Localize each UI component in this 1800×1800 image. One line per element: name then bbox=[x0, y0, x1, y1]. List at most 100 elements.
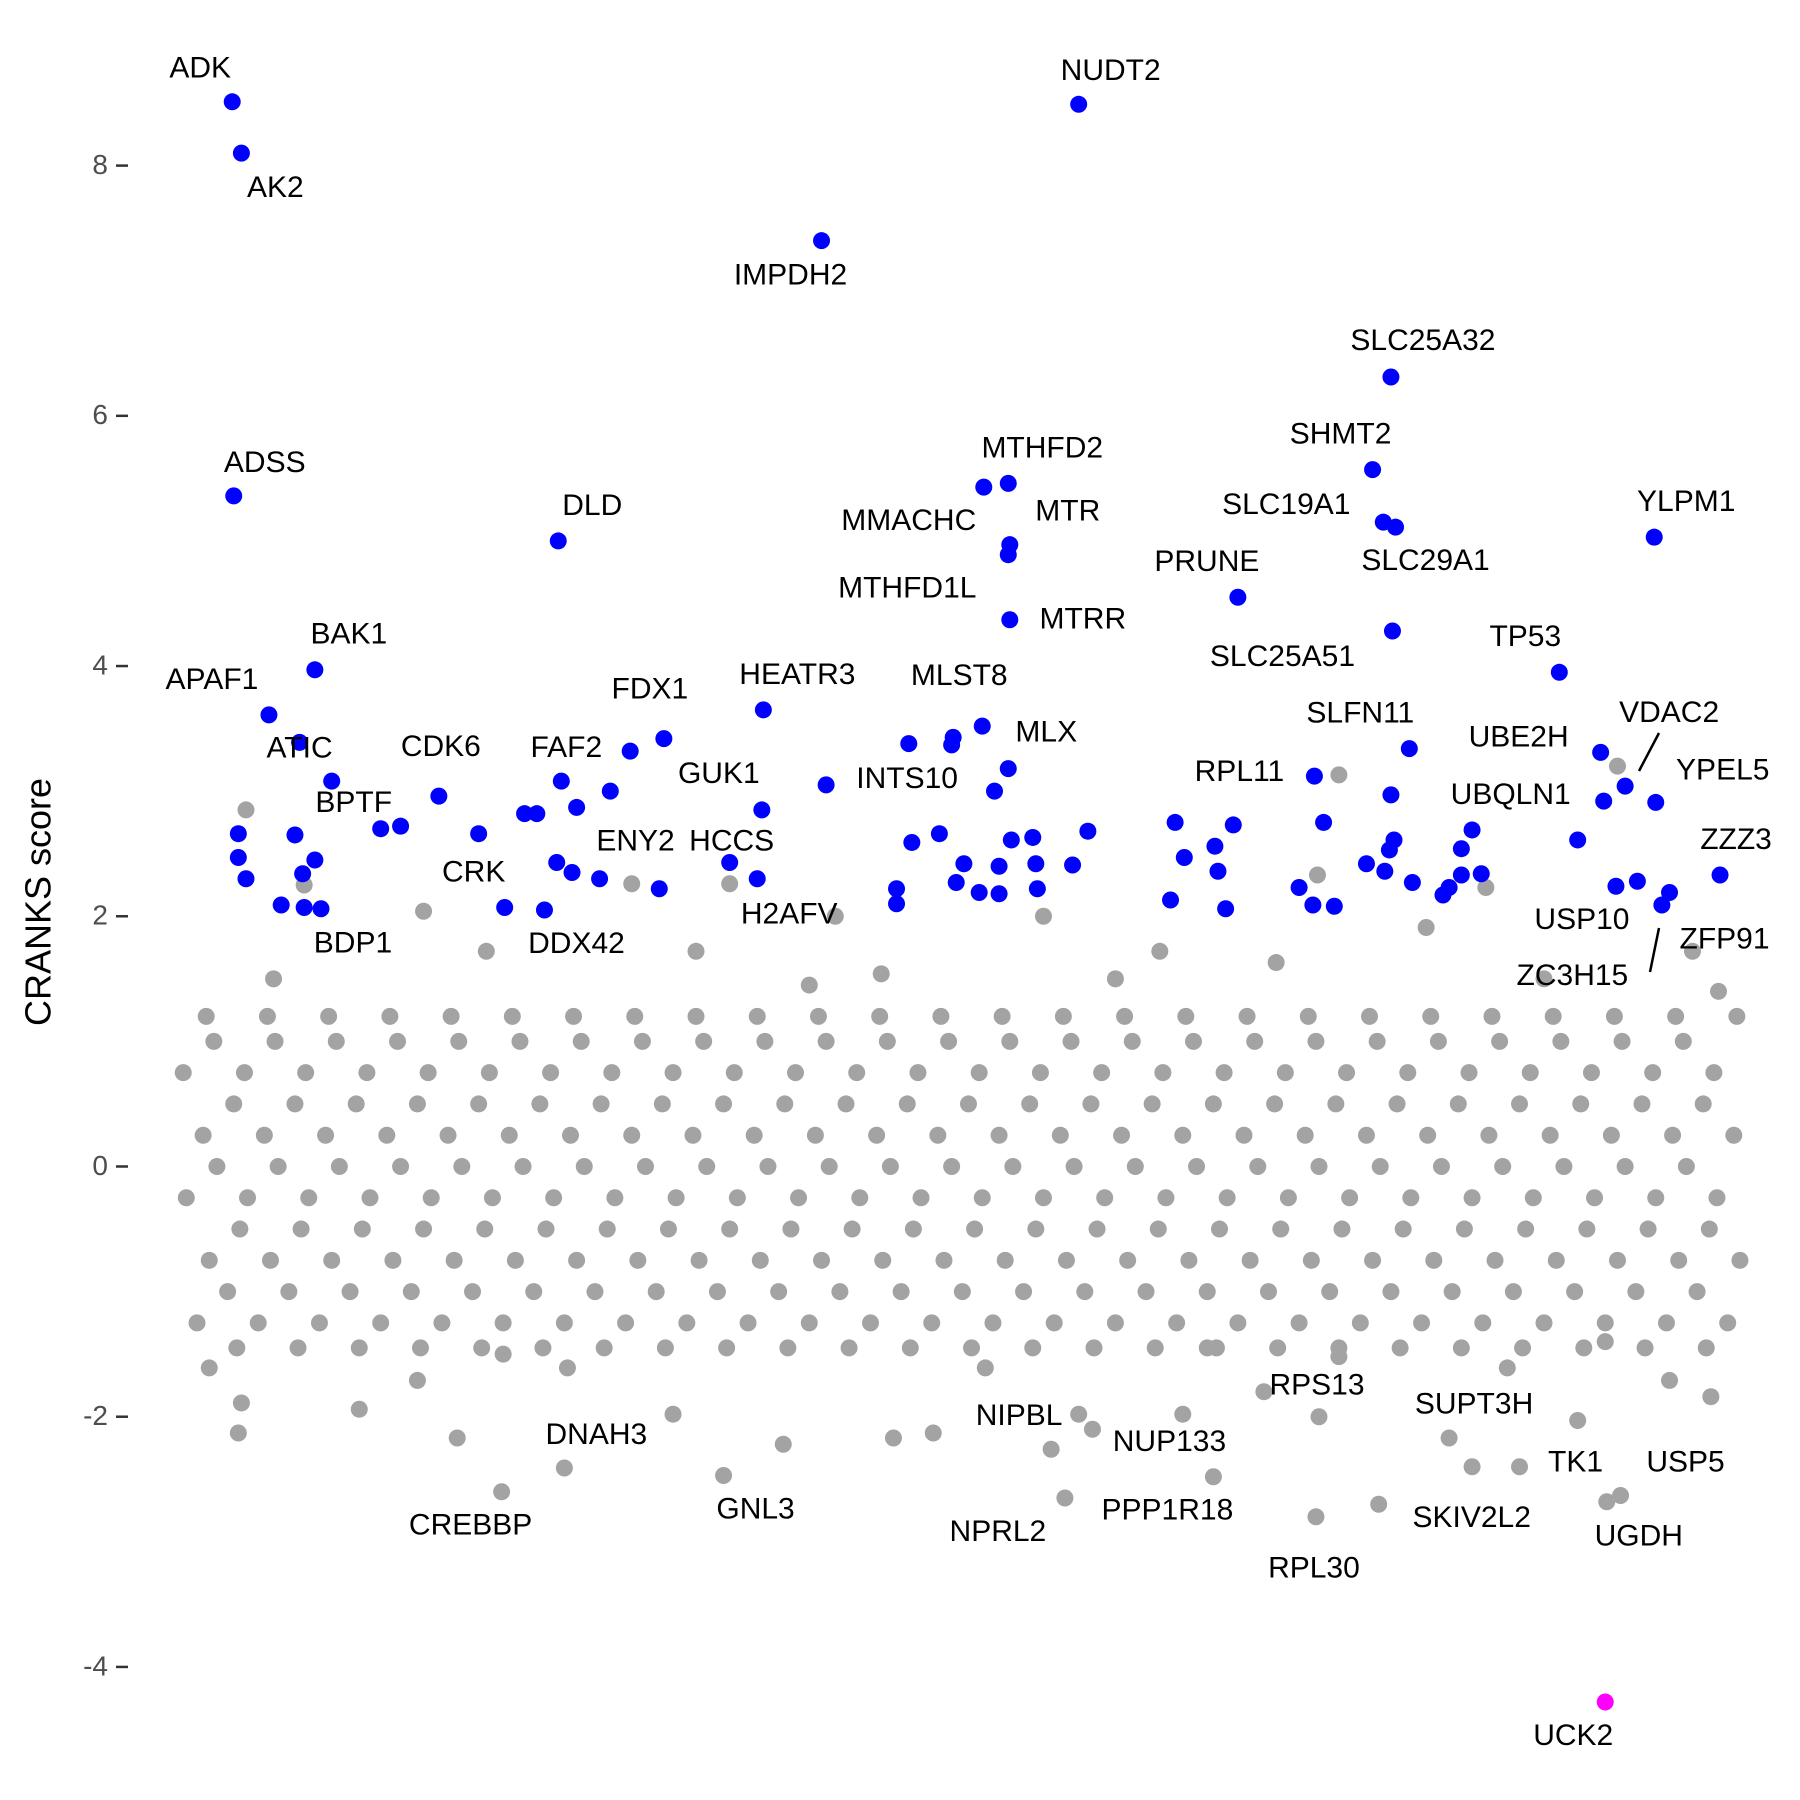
point bbox=[1486, 1251, 1504, 1269]
point bbox=[770, 1283, 788, 1301]
point bbox=[323, 1251, 341, 1269]
point bbox=[1674, 1032, 1692, 1050]
point bbox=[310, 1314, 328, 1332]
point bbox=[985, 782, 1003, 800]
point bbox=[655, 730, 673, 748]
point bbox=[408, 1095, 426, 1113]
point bbox=[255, 1126, 273, 1144]
point-label: NPRL2 bbox=[950, 1515, 1047, 1548]
point bbox=[493, 1483, 511, 1501]
point bbox=[1042, 1440, 1060, 1458]
point bbox=[548, 853, 566, 871]
point bbox=[656, 1339, 674, 1357]
point bbox=[555, 1459, 573, 1477]
point bbox=[237, 801, 255, 819]
point bbox=[621, 742, 639, 760]
point bbox=[402, 1283, 420, 1301]
point bbox=[1249, 1157, 1267, 1175]
point bbox=[1021, 1095, 1039, 1113]
point bbox=[323, 772, 341, 790]
point-label: PRUNE bbox=[1154, 545, 1259, 578]
point bbox=[1034, 1189, 1052, 1207]
point bbox=[503, 1007, 521, 1025]
point bbox=[237, 870, 255, 888]
point bbox=[1206, 837, 1224, 855]
point bbox=[470, 825, 488, 843]
point bbox=[511, 1032, 529, 1050]
point bbox=[1725, 1126, 1743, 1144]
point bbox=[389, 1032, 407, 1050]
point bbox=[1602, 1126, 1620, 1144]
point bbox=[1290, 1314, 1308, 1332]
point bbox=[591, 870, 609, 888]
y-tick-label: 0 bbox=[92, 1150, 108, 1181]
point bbox=[592, 1095, 610, 1113]
point bbox=[687, 942, 705, 960]
point bbox=[1272, 1220, 1290, 1238]
point bbox=[1154, 1064, 1172, 1082]
point bbox=[239, 1189, 257, 1207]
point bbox=[779, 1339, 797, 1357]
point bbox=[205, 1032, 223, 1050]
point-label: SLC29A1 bbox=[1361, 544, 1489, 577]
point bbox=[208, 1157, 226, 1175]
point bbox=[664, 1405, 682, 1423]
point bbox=[753, 801, 771, 819]
point-label: INTS10 bbox=[856, 762, 958, 795]
point bbox=[943, 736, 961, 754]
point bbox=[1613, 1032, 1631, 1050]
point bbox=[1657, 1314, 1675, 1332]
point bbox=[1045, 1314, 1063, 1332]
point bbox=[874, 1251, 892, 1269]
point bbox=[1633, 1095, 1651, 1113]
point bbox=[1440, 878, 1458, 896]
point bbox=[1330, 766, 1348, 784]
point bbox=[1308, 866, 1326, 884]
point bbox=[1259, 1283, 1277, 1301]
point bbox=[1361, 1007, 1379, 1025]
point bbox=[1612, 1487, 1630, 1505]
point bbox=[678, 1314, 696, 1332]
point bbox=[494, 1314, 512, 1332]
point bbox=[963, 1339, 981, 1357]
point bbox=[280, 1283, 298, 1301]
point bbox=[728, 1189, 746, 1207]
point bbox=[1229, 588, 1247, 606]
point-label: DNAH3 bbox=[546, 1418, 648, 1451]
point bbox=[650, 880, 668, 898]
point bbox=[1521, 1064, 1539, 1082]
point bbox=[774, 1435, 792, 1453]
point-label: AK2 bbox=[247, 171, 304, 204]
point-label: HCCS bbox=[689, 824, 774, 857]
points bbox=[174, 93, 1749, 1711]
point bbox=[341, 1283, 359, 1301]
point bbox=[647, 1283, 665, 1301]
point-label: DLD bbox=[562, 489, 622, 522]
point bbox=[999, 546, 1017, 564]
point bbox=[1307, 1508, 1325, 1526]
point bbox=[372, 1314, 390, 1332]
point bbox=[909, 1064, 927, 1082]
point bbox=[419, 1064, 437, 1082]
point bbox=[1351, 1314, 1369, 1332]
point bbox=[1177, 1007, 1195, 1025]
point bbox=[1616, 777, 1634, 795]
point bbox=[1463, 1458, 1481, 1476]
point bbox=[477, 942, 495, 960]
point bbox=[265, 970, 283, 988]
point bbox=[862, 1314, 880, 1332]
point bbox=[1204, 1095, 1222, 1113]
point bbox=[1113, 1126, 1131, 1144]
point bbox=[1269, 1339, 1287, 1357]
point bbox=[249, 1314, 267, 1332]
point bbox=[1596, 1693, 1614, 1711]
point bbox=[1705, 1064, 1723, 1082]
point bbox=[1661, 1371, 1679, 1389]
point bbox=[286, 826, 304, 844]
point bbox=[1483, 1007, 1501, 1025]
point bbox=[1302, 1251, 1320, 1269]
point bbox=[721, 875, 739, 893]
point bbox=[231, 1220, 249, 1238]
point bbox=[1330, 1348, 1348, 1366]
point bbox=[1636, 1339, 1654, 1357]
